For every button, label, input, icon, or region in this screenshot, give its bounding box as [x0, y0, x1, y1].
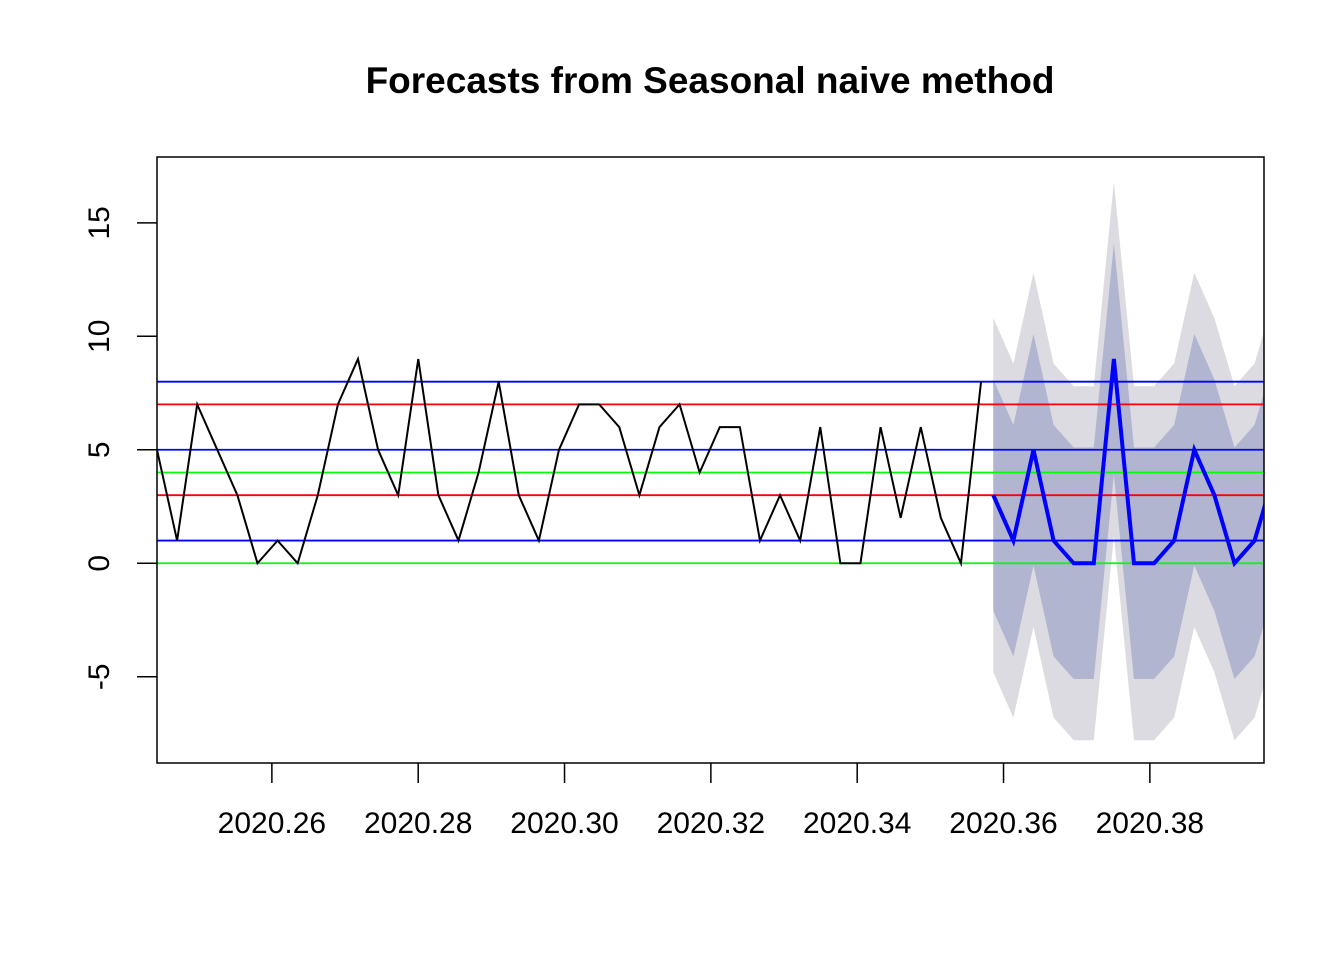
y-axis: -5 0 5 10 15	[83, 206, 157, 690]
x-tick-label: 2020.26	[218, 807, 326, 840]
x-tick-label: 2020.28	[364, 807, 472, 840]
x-tick-label: 2020.36	[949, 807, 1057, 840]
observed-series	[157, 355, 983, 568]
x-tick-label: 2020.34	[803, 807, 911, 840]
interval-80-band	[993, 243, 1264, 680]
y-tick-label: 0	[83, 555, 116, 572]
chart-title: Forecasts from Seasonal naive method	[366, 60, 1055, 101]
x-tick-label: 2020.30	[510, 807, 618, 840]
y-tick-label: 5	[83, 441, 116, 458]
prediction-interval-80	[993, 243, 1264, 680]
x-axis: 2020.26 2020.28 2020.30 2020.32 2020.34 2020.…	[218, 763, 1204, 840]
x-tick-label: 2020.38	[1096, 807, 1204, 840]
observed-line	[157, 355, 983, 568]
forecast-line	[991, 358, 1264, 568]
y-tick-label: 15	[83, 206, 116, 239]
y-tick-label: 10	[83, 320, 116, 353]
forecast-series	[991, 358, 1264, 568]
y-tick-label: -5	[83, 663, 116, 690]
x-tick-label: 2020.32	[657, 807, 765, 840]
plot-area	[157, 181, 1264, 741]
